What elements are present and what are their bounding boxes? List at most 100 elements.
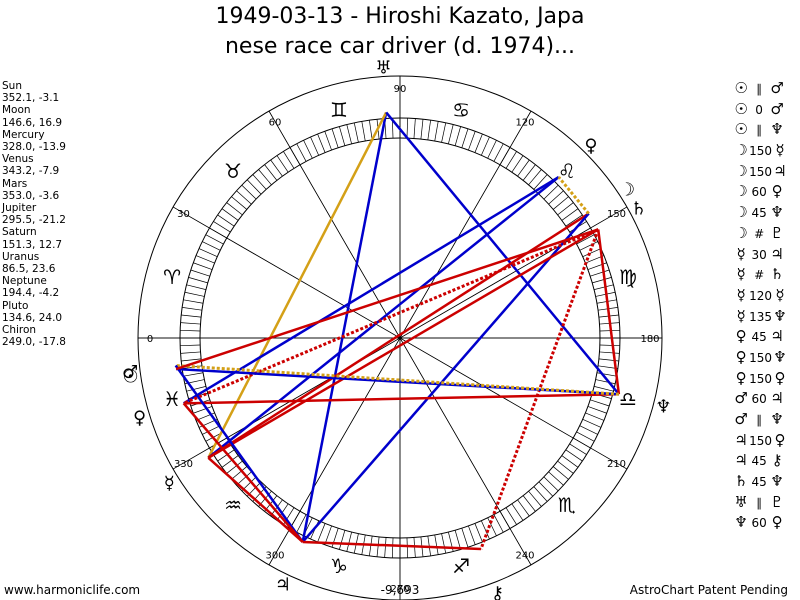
degree-tick xyxy=(246,179,262,195)
aspect-line xyxy=(207,456,304,543)
aspect-row: ☉ ∥ ♆ xyxy=(733,119,788,140)
aspect-type: 30 xyxy=(751,247,767,262)
aspect-planet-2: ♀ xyxy=(771,513,783,532)
aspect-planet-2: ♆ xyxy=(770,472,784,491)
degree-tick xyxy=(561,455,579,468)
aspect-type: 45 xyxy=(751,330,767,345)
degree-tick xyxy=(522,164,536,181)
aspect-planet-1: ☽ xyxy=(734,161,748,180)
degree-tick xyxy=(557,460,574,474)
aspect-row: ☽ # ♇ xyxy=(733,223,788,244)
sign-cancer-icon: ♋ xyxy=(452,98,470,122)
degree-tick xyxy=(331,128,339,148)
aspect-line xyxy=(175,228,599,371)
degree-tick xyxy=(202,241,221,251)
aspect-type: ∥ xyxy=(756,413,763,427)
degree-tick xyxy=(217,449,235,462)
degree-label: 300 xyxy=(265,551,284,562)
aspect-planet-1: ♀ xyxy=(735,347,747,366)
aspect-planet-2: ♃ xyxy=(770,244,784,263)
sign-capricorn-icon: ♑ xyxy=(330,554,348,578)
degree-tick xyxy=(533,486,548,502)
degree-tick xyxy=(596,372,617,377)
degree-tick xyxy=(283,151,295,169)
degree-tick xyxy=(231,196,248,210)
aspect-planet-2: ♆ xyxy=(770,410,784,428)
aspect-planet-2: ♇ xyxy=(770,223,784,242)
sign-pisces-icon: ♓ xyxy=(163,387,181,411)
saturn-icon: ♄ xyxy=(631,198,647,219)
degree-tick xyxy=(576,234,595,245)
degree-tick xyxy=(221,208,239,221)
degree-tick xyxy=(441,533,447,554)
degree-tick xyxy=(543,476,559,492)
sun-icon: ☉ xyxy=(123,366,139,387)
aspect-planet-1: ☉ xyxy=(734,120,748,139)
sign-aries-icon: ♈ xyxy=(163,265,181,289)
chart-title-line-1: 1949-03-13 - Hiroshi Kazato, Japa xyxy=(215,4,585,29)
aspect-planet-2: ♃ xyxy=(770,389,784,408)
aspect-type: 135 xyxy=(749,309,772,324)
aspect-planet-1: ☿ xyxy=(736,306,746,325)
degree-tick xyxy=(493,143,504,162)
degree-tick xyxy=(448,124,454,145)
degree-label: 120 xyxy=(515,117,534,128)
aspect-row: ♂ ∥ ♆ xyxy=(733,409,788,430)
degree-tick xyxy=(461,128,469,148)
planet-values: 146.6, 16.9 xyxy=(2,116,63,129)
aspect-planet-1: ♂ xyxy=(734,389,748,408)
degree-tick xyxy=(180,351,201,354)
aspect-line xyxy=(596,229,621,395)
aspect-row: ☿ 135♆ xyxy=(733,306,788,327)
degree-tick xyxy=(183,372,204,377)
aspect-line xyxy=(301,112,388,543)
aspect-type: ∥ xyxy=(756,495,763,510)
degree-tick xyxy=(590,269,610,277)
aspect-planet-2: ♃ xyxy=(773,161,787,180)
aspect-planet-2: ☿ xyxy=(775,285,785,304)
aspect-type: # xyxy=(754,268,765,283)
degree-tick xyxy=(198,248,218,257)
aspect-planet-1: ♄ xyxy=(734,472,748,491)
degree-tick xyxy=(582,419,602,428)
aspect-planet-2: ♂ xyxy=(770,99,784,118)
degree-tick xyxy=(270,499,283,517)
sign-virgo-icon: ♍ xyxy=(619,265,637,289)
degree-tick xyxy=(324,525,332,545)
planet-name: Pluto xyxy=(2,299,29,312)
degree-tick xyxy=(579,425,598,435)
sign-scorpio-icon: ♏ xyxy=(558,493,576,517)
aspect-planet-1: ☽ xyxy=(734,223,748,242)
aspect-row: ☿ 120 ☿ xyxy=(733,285,788,306)
aspect-planet-2: ⚷ xyxy=(771,451,783,470)
aspect-row: ☽150 ☿ xyxy=(733,140,788,161)
degree-tick xyxy=(576,431,595,442)
aspect-type: 45 xyxy=(751,454,767,469)
footer-website-link[interactable]: www.harmoniclife.com xyxy=(4,583,141,597)
degree-tick xyxy=(406,118,409,139)
aspect-row: ♀ 150♆ xyxy=(733,347,788,368)
aspect-planet-2: ♆ xyxy=(770,120,784,139)
aspect-planet-1: ♅ xyxy=(734,492,748,511)
degree-tick xyxy=(505,507,517,525)
degree-label: 180 xyxy=(640,334,659,345)
degree-tick xyxy=(593,284,614,290)
degree-tick xyxy=(595,379,616,385)
aspect-row: ☿ # ♄ xyxy=(733,264,788,285)
degree-tick xyxy=(188,277,208,284)
degree-tick xyxy=(346,124,352,145)
planet-position-list: Sun 352.1, -3.1 Moon 146.6, 16.9 Mercury 328.… xyxy=(2,80,66,348)
degree-tick xyxy=(548,190,564,205)
aspect-planet-2: ♀ xyxy=(771,182,783,201)
degree-tick xyxy=(557,202,574,216)
degree-tick xyxy=(511,503,524,521)
aspect-list: ☉ ∥ ♂ ☉ 0 ♂ ☉ ∥ ♆ ☽150 ☿ ☽150♃ ☽ 60 ♀ ☽ 45 ♆ ☽ # ♇ ☿ 30 ♃ ☿ # ♄ ☿ 12… xyxy=(733,78,788,533)
degree-tick xyxy=(270,159,283,177)
aspect-type: 150 xyxy=(749,433,772,448)
aspect-type: 150 xyxy=(749,164,772,179)
planet-name: Neptune xyxy=(2,275,47,288)
degree-tick xyxy=(481,520,490,540)
aspect-planet-2: ♇ xyxy=(770,492,784,511)
degree-tick xyxy=(461,528,469,548)
